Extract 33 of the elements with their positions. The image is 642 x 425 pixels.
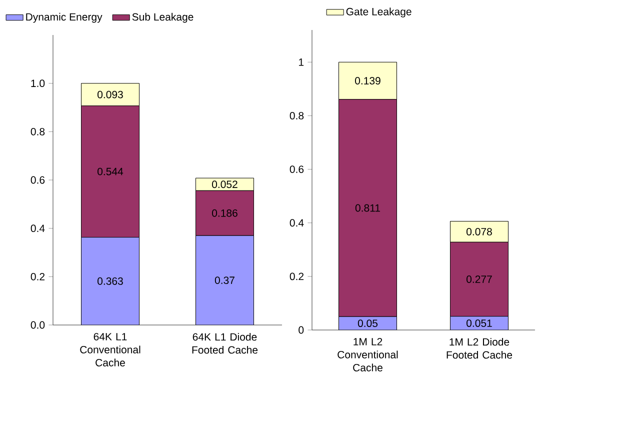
bar [196,235,254,325]
y-tick-label: 0.8 [30,128,45,136]
y-tick-label: 0.8 [290,112,304,120]
data-label: 0.811 [355,204,380,212]
legend-label: Dynamic Energy [26,12,102,23]
legend-label: Gate Leakage [346,8,412,18]
y-tick-label: 1 [299,58,304,66]
x-tick-label: 64K L1 Conventional Cache [80,332,140,366]
x-tick-label: 1M L2 Diode Footed Cache [446,338,512,359]
data-label: 0.37 [214,276,234,284]
legend-label: Sub Leakage [132,12,194,23]
data-label: 0.05 [358,320,378,328]
y-tick-label: 0.4 [30,224,45,232]
data-label: 0.051 [466,319,492,327]
data-label: 0.078 [466,228,492,236]
y-tick-label: 0.0 [30,321,45,329]
data-label: 0.052 [212,180,238,188]
x-tick-label: 64K L1 Diode Footed Cache [192,332,258,354]
y-tick-label: 1.0 [31,80,45,88]
data-label: 0.186 [212,209,238,217]
y-tick-label: 0.6 [30,176,45,184]
data-label: 0.277 [466,276,492,283]
y-tick-label: 0.2 [290,272,304,280]
y-tick-label: 0.4 [290,219,304,227]
y-tick-label: 0 [298,326,304,334]
data-label: 0.544 [98,168,124,176]
x-tick-label: 1M L2 Conventional Cache [338,338,398,372]
bar [81,237,140,325]
y-tick-label: 0.2 [30,272,45,280]
data-label: 0.139 [355,77,380,84]
data-label: 0.093 [98,90,123,98]
data-label: 0.363 [98,277,123,285]
y-tick-label: 0.6 [290,166,304,174]
